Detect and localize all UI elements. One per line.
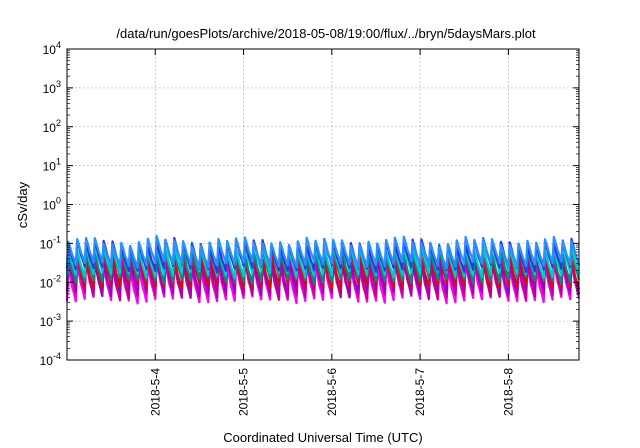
y-tick-label: 10-1 [40, 234, 61, 251]
y-tick-label: 10-3 [40, 312, 61, 329]
series-layer [65, 234, 581, 305]
y-tick-label: 101 [43, 157, 61, 174]
y-axis: 104 103 102 101 100 10-1 10-2 10-3 10-4 [40, 40, 579, 368]
x-tick-label: 2018-5-4 [148, 368, 162, 416]
y-tick-label: 10-4 [40, 351, 61, 368]
x-tick-label: 2018-5-5 [237, 368, 251, 416]
y-tick-label: 100 [43, 196, 61, 213]
y-tick-label: 10-2 [40, 273, 61, 290]
x-tick-label: 2018-5-8 [501, 368, 515, 416]
y-tick-label: 104 [43, 40, 61, 57]
x-axis: 2018-5-4 2018-5-5 2018-5-6 2018-5-7 2018-5-8 [148, 49, 515, 416]
chart-title: /data/run/goesPlots/archive/2018-05-08/1… [116, 26, 536, 41]
y-tick-label: 102 [43, 118, 61, 135]
series-line-8 [65, 234, 581, 270]
x-tick-label: 2018-5-7 [413, 368, 427, 416]
x-tick-label: 2018-5-6 [325, 368, 339, 416]
grid [67, 49, 579, 360]
y-axis-label: cSv/day [15, 181, 30, 228]
x-axis-label: Coordinated Universal Time (UTC) [223, 430, 422, 445]
y-tick-label: 103 [43, 79, 61, 96]
